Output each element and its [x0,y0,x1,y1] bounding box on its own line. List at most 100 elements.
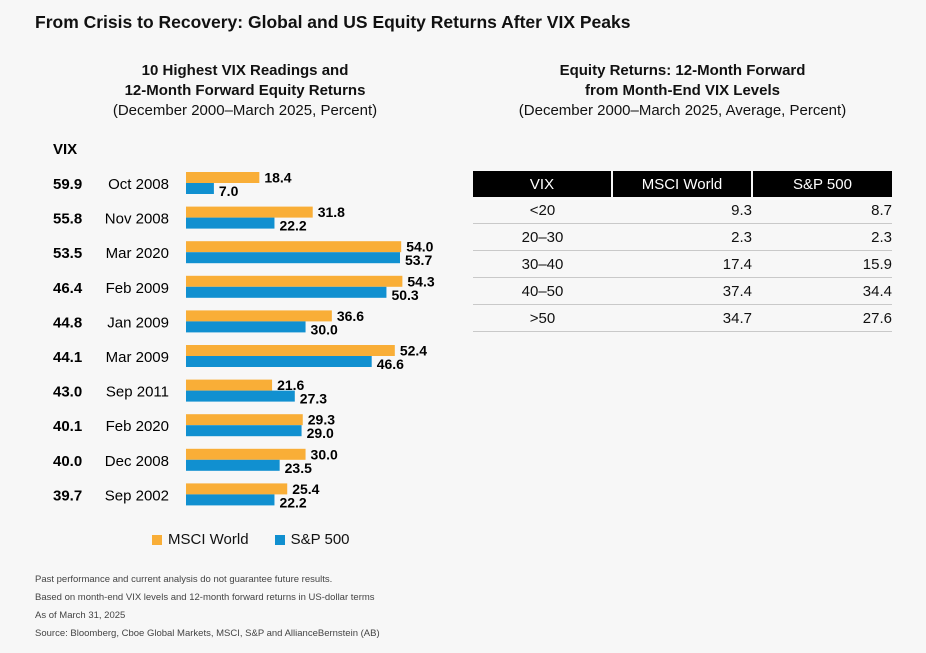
bar-msci-world [186,483,288,495]
data-label-msci-world: 31.8 [318,204,345,220]
table-cell-vix: >50 [473,304,612,332]
bar-chart-heading: 10 Highest VIX Readings and 12-Month For… [75,61,415,121]
table-header-sp500: S&P 500 [751,171,892,197]
date-label: Sep 2002 [105,487,169,504]
footnote-disclaimer: Past performance and current analysis do… [35,574,333,585]
table-cell-vix: 40–50 [473,277,612,305]
table-cell-msci: 2.3 [731,228,752,246]
bar-sp500 [186,390,295,402]
table-subtitle: (December 2000–March 2025, Average, Perc… [518,102,847,119]
data-label-msci-world: 30.0 [311,446,338,462]
table-row: 40–50 37.4 34.4 [473,277,892,305]
table-cell-msci: 34.7 [722,309,752,327]
data-label-msci-world: 36.6 [337,308,364,324]
bar-chart-subtitle: (December 2000–March 2025, Percent) [112,102,378,119]
date-label: Sep 2011 [106,384,169,401]
table-title: Equity Returns: 12-Month Forward [559,62,806,79]
date-label: Mar 2009 [106,349,169,366]
data-label-sp500: 22.2 [279,218,306,234]
data-label-msci-world: 21.6 [277,377,304,393]
date-label: Oct 2008 [108,176,169,193]
vix-levels-table: VIX MSCI World S&P 500 <20 9.3 8.7 20–30… [473,171,892,332]
data-label-msci-world: 29.3 [308,412,335,428]
data-label-sp500: 7.0 [219,183,239,199]
bar-msci-world [186,310,332,322]
date-label: Dec 2008 [105,453,169,470]
data-label-sp500: 53.7 [405,252,432,268]
data-label-msci-world: 25.4 [292,481,319,497]
legend-swatch-sp500 [274,534,285,545]
data-label-sp500: 23.5 [285,460,312,476]
date-label: Feb 2020 [106,418,169,435]
data-label-sp500: 30.0 [311,321,338,337]
bar-msci-world [186,275,403,287]
bar-msci-world [186,206,313,218]
bar-rows: 59.9 Oct 2008 18.4 7.0 55.8 Nov 2008 31.8 22.2 5… [53,170,435,511]
date-label: Jan 2009 [107,314,169,331]
bar-chart-title-line2: 12-Month Forward Equity Returns [124,82,366,99]
data-label-sp500: 22.2 [279,494,306,510]
data-label-sp500: 29.0 [307,425,334,441]
legend-item-sp500: S&P 500 [274,531,350,548]
page-title: From Crisis to Recovery: Global and US E… [35,12,631,32]
bar-sp500 [186,217,275,229]
data-label-sp500: 27.3 [300,391,327,407]
date-label: Nov 2008 [105,211,169,228]
table-cell-msci: 17.4 [722,255,752,273]
table-row: 20–30 2.3 2.3 [473,223,892,251]
vix-value-label: 44.1 [53,349,82,366]
vix-value-label: 40.1 [53,418,82,435]
bar-msci-world [186,345,395,356]
vix-column-header: VIX [53,141,77,158]
legend-label-sp500: S&P 500 [290,531,350,548]
table-cell-sp500: 15.9 [862,255,892,273]
data-label-sp500: 46.6 [377,356,404,372]
bar-msci-world [186,241,402,253]
footnote-date: As of March 31, 2025 [35,610,126,621]
table-cell-msci: 37.4 [722,282,752,300]
table-header-row: VIX MSCI World S&P 500 [473,171,892,197]
vix-value-label: 39.7 [53,487,82,504]
bar-msci-world [186,414,303,426]
table-cell-sp500: 34.4 [862,282,892,300]
vix-value-label: 44.8 [53,314,82,331]
table-cell-vix: 30–40 [473,250,612,278]
table-cell-vix: <20 [473,197,612,224]
legend-item-msci: MSCI World [152,531,249,548]
table-cell-sp500: 2.3 [871,228,892,246]
footnote-source: Source: Bloomberg, Cboe Global Markets, … [35,628,380,639]
legend-label-msci: MSCI World [168,531,249,548]
data-label-sp500: 50.3 [391,287,418,303]
data-label-msci-world: 54.3 [407,273,434,289]
legend-swatch-msci [152,534,162,545]
table-heading: Equity Returns: 12-Month Forward from Mo… [480,61,885,121]
table-cell-sp500: 27.6 [862,309,892,327]
bar-msci-world [186,172,260,183]
table-header-msci: MSCI World [611,171,752,197]
footnote-basis: Based on month-end VIX levels and 12-mon… [35,592,375,603]
bar-sp500 [186,425,302,437]
vix-value-label: 53.5 [53,245,82,262]
vix-value-label: 55.8 [53,211,82,228]
bar-sp500 [186,356,372,367]
date-label: Mar 2020 [106,245,169,262]
table-row: 30–40 17.4 15.9 [473,250,892,278]
bar-sp500 [186,494,275,506]
table-row: <20 9.3 8.7 [473,197,892,224]
table-title-line2: from Month-End VIX Levels [584,82,780,99]
data-label-msci-world: 52.4 [400,343,427,359]
bar-sp500 [186,286,387,298]
bar-sp500 [186,459,280,471]
vix-value-label: 46.4 [53,280,83,297]
footnotes: Past performance and current analysis do… [35,571,380,643]
bar-chart-title: 10 Highest VIX Readings and [141,62,349,79]
table-cell-sp500: 8.7 [871,201,892,219]
table-cell-msci: 9.3 [731,201,752,219]
table-cell-vix: 20–30 [473,223,612,251]
data-label-msci-world: 54.0 [406,239,433,255]
legend: MSCI World S&P 500 [152,531,350,548]
bar-msci-world [186,448,306,460]
bar-sp500 [186,183,214,194]
bar-sp500 [186,252,400,264]
vix-value-label: 59.9 [53,176,82,193]
